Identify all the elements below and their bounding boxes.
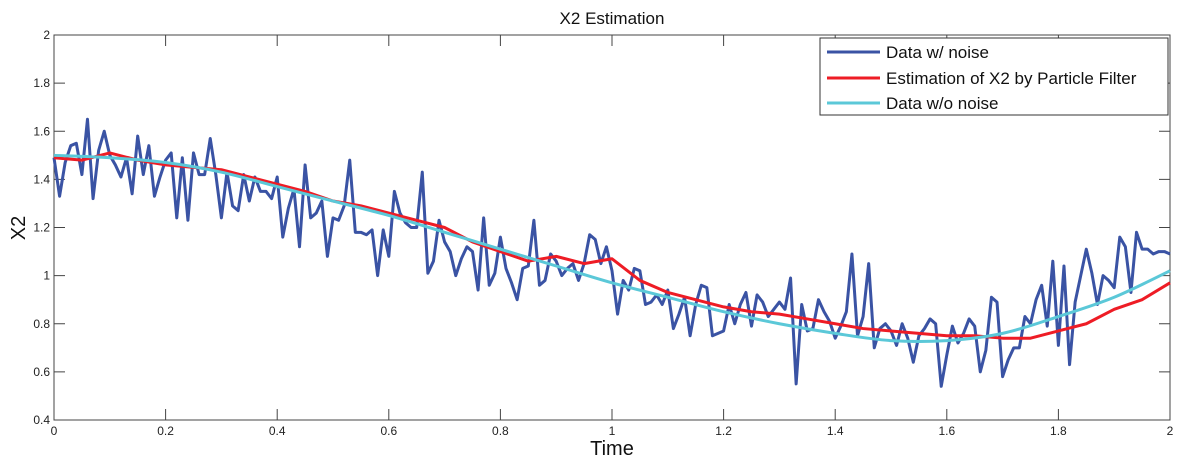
x-tick-label: 0.8 (492, 424, 509, 438)
y-axis-label: X2 (8, 216, 30, 240)
legend-entry-noisy: Data w/ noise (886, 43, 989, 62)
legend-entry-clean: Data w/o noise (886, 94, 998, 113)
y-tick-label: 0.4 (33, 413, 50, 427)
x-tick-label: 1 (609, 424, 616, 438)
x-tick-label: 1.4 (827, 424, 844, 438)
x-tick-label: 1.2 (715, 424, 732, 438)
y-tick-label: 0.6 (33, 365, 50, 379)
x-tick-label: 0.4 (269, 424, 286, 438)
series-lines (52, 117, 1171, 388)
series-noisy-data-line (52, 117, 1171, 388)
y-tick-label: 1.8 (33, 76, 50, 90)
y-tick-label: 2 (43, 28, 50, 42)
legend: Data w/ noise Estimation of X2 by Partic… (819, 37, 1169, 116)
x-tick-label: 0.2 (157, 424, 174, 438)
x-tick-label: 1.8 (1050, 424, 1067, 438)
chart-title: X2 Estimation (560, 9, 665, 28)
series-clean-data-line (53, 153, 1171, 343)
y-tick-label: 1.2 (33, 221, 50, 235)
legend-entry-estimation: Estimation of X2 by Particle Filter (886, 69, 1137, 88)
y-tick-label: 1 (43, 269, 50, 283)
y-tick-label: 0.8 (33, 317, 50, 331)
x-tick-label: 2 (1167, 424, 1174, 438)
x-tick-label: 0 (51, 424, 58, 438)
x-tick-label: 0.6 (380, 424, 397, 438)
axis-ticks: 0 0.2 0.4 0.6 0.8 1 1.2 1.4 1.6 1.8 2 0.4 0.6 0.8 1 1.2… (33, 28, 1173, 438)
y-tick-label: 1.4 (33, 172, 50, 186)
x-axis-label: Time (590, 438, 634, 460)
y-tick-label: 1.6 (33, 124, 50, 138)
x-tick-label: 1.6 (938, 424, 955, 438)
